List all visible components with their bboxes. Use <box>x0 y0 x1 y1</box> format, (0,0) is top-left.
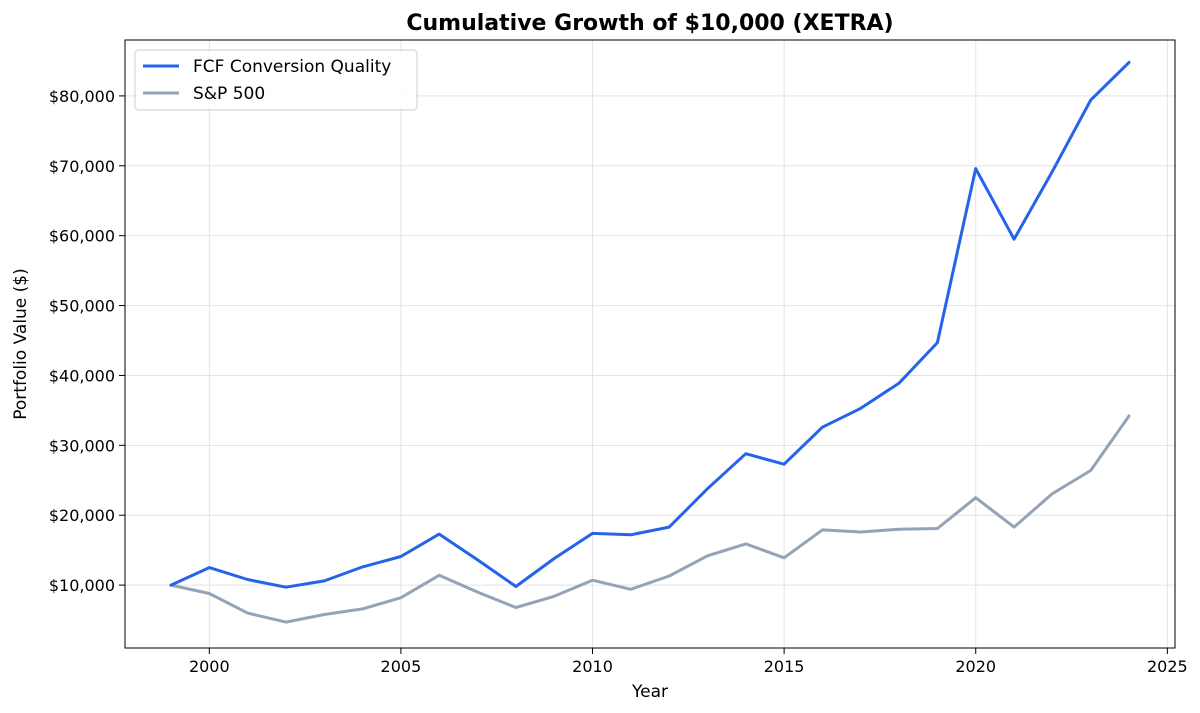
x-tick-label: 2000 <box>189 657 230 676</box>
grid-lines <box>125 40 1175 648</box>
legend-label: FCF Conversion Quality <box>193 57 391 77</box>
y-tick-label: $30,000 <box>49 436 115 455</box>
x-tick-label: 2025 <box>1147 657 1188 676</box>
y-tick-label: $80,000 <box>49 87 115 106</box>
y-axis-label: Portfolio Value ($) <box>11 268 31 420</box>
x-axis-label: Year <box>631 682 668 702</box>
plot-frame <box>124 39 1176 649</box>
y-tick-label: $70,000 <box>49 157 115 176</box>
y-tick-label: $40,000 <box>49 366 115 385</box>
x-tick-label: 2010 <box>572 657 613 676</box>
legend-label: S&P 500 <box>193 84 265 104</box>
y-tick-label: $60,000 <box>49 227 115 246</box>
chart-title: Cumulative Growth of $10,000 (XETRA) <box>406 11 893 36</box>
y-tick-label: $10,000 <box>49 576 115 595</box>
legend: FCF Conversion Quality S&P 500 <box>134 49 418 111</box>
y-tick-label: $20,000 <box>49 506 115 525</box>
legend-box <box>134 49 418 111</box>
y-tick-label: $50,000 <box>49 297 115 316</box>
x-tick-label: 2015 <box>764 657 805 676</box>
series-line-2 <box>169 414 1131 624</box>
series-line-1 <box>169 60 1131 589</box>
x-tick-label: 2005 <box>381 657 422 676</box>
x-axis-ticks: 2000 2005 2010 2015 2020 2025 <box>189 648 1188 676</box>
series-layer <box>169 60 1131 624</box>
y-axis-ticks: $10,000 $20,000 $30,000 $40,000 $50,000 $60,0… <box>49 87 125 595</box>
x-tick-label: 2020 <box>955 657 996 676</box>
